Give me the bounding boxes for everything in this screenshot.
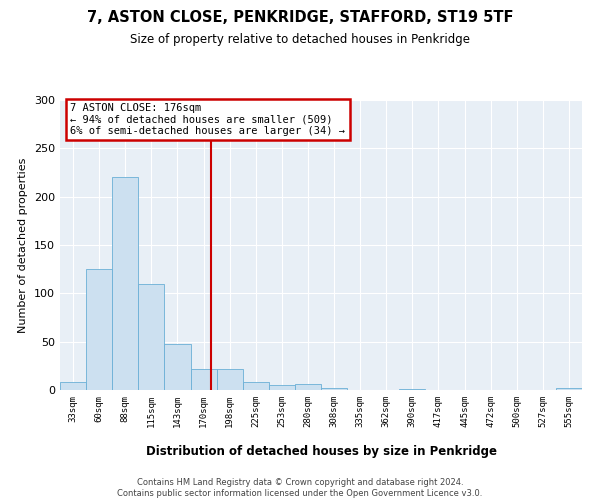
Bar <box>191 368 217 390</box>
Bar <box>112 178 139 390</box>
Bar <box>217 368 243 390</box>
Bar <box>242 382 269 390</box>
Bar <box>321 388 347 390</box>
Bar <box>556 388 582 390</box>
Bar <box>269 385 295 390</box>
Text: 7, ASTON CLOSE, PENKRIDGE, STAFFORD, ST19 5TF: 7, ASTON CLOSE, PENKRIDGE, STAFFORD, ST1… <box>87 10 513 25</box>
Bar <box>139 284 164 390</box>
Text: Distribution of detached houses by size in Penkridge: Distribution of detached houses by size … <box>146 444 497 458</box>
Bar <box>295 384 321 390</box>
Y-axis label: Number of detached properties: Number of detached properties <box>19 158 28 332</box>
Bar <box>86 269 112 390</box>
Text: Size of property relative to detached houses in Penkridge: Size of property relative to detached ho… <box>130 32 470 46</box>
Bar <box>60 382 86 390</box>
Text: Contains HM Land Registry data © Crown copyright and database right 2024.
Contai: Contains HM Land Registry data © Crown c… <box>118 478 482 498</box>
Bar <box>400 389 425 390</box>
Bar <box>164 344 191 390</box>
Text: 7 ASTON CLOSE: 176sqm
← 94% of detached houses are smaller (509)
6% of semi-deta: 7 ASTON CLOSE: 176sqm ← 94% of detached … <box>70 103 346 136</box>
